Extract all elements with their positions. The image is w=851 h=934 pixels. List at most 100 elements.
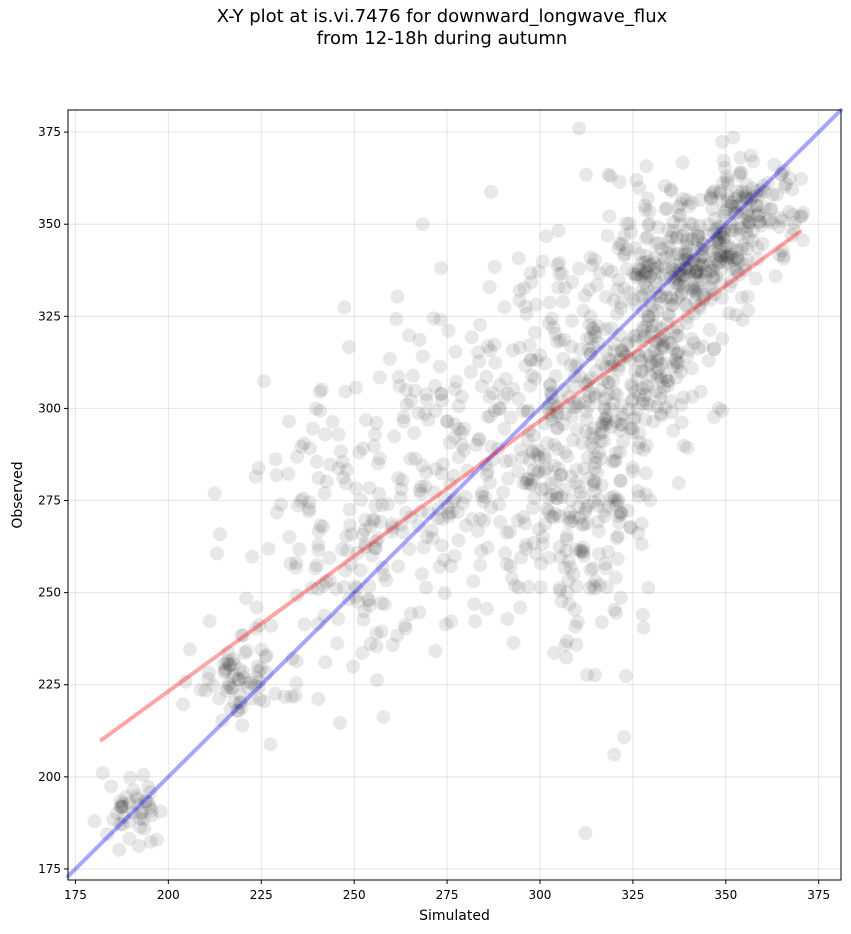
scatter-point [679,316,694,331]
scatter-point [745,223,760,238]
scatter-point [446,494,461,509]
scatter-point [669,346,684,361]
scatter-point [411,405,426,420]
scatter-point [568,475,583,490]
scatter-point [395,473,410,488]
scatter-point [595,424,610,439]
scatter-point [531,264,546,279]
scatter-point [690,241,705,256]
scatter-point [408,383,423,398]
scatter-point [613,423,628,438]
scatter-point [565,313,580,328]
scatter-point [613,590,628,605]
scatter-point [671,328,686,343]
y-tick-label: 200 [38,770,61,784]
scatter-point [529,447,544,462]
scatter-point [677,268,692,283]
scatter-point [648,334,663,349]
scatter-point [649,335,664,350]
scatter-point [602,352,617,367]
scatter-point [210,546,225,561]
scatter-point [582,282,597,297]
scatter-point [591,335,606,350]
scatter-point [520,405,535,420]
scatter-point [609,387,624,402]
scatter-point [264,618,279,633]
scatter-point [635,320,650,335]
scatter-point [656,380,671,395]
scatter-point [609,606,624,621]
scatter-point [557,638,572,653]
scatter-point [736,190,751,205]
scatter-point [524,353,539,368]
scatter-point [726,219,741,234]
scatter-point [650,352,665,367]
scatter-point [609,497,624,512]
scatter-point [570,614,585,629]
scatter-point [257,694,272,709]
scatter-point [539,229,554,244]
scatter-point [531,522,546,537]
scatter-point [669,270,684,285]
scatter-point [353,563,368,578]
scatter-point [634,516,649,531]
scatter-point [131,838,146,853]
scatter-point [594,478,609,493]
scatter-point [679,192,694,207]
scatter-point [733,150,748,165]
scatter-point [223,702,238,717]
scatter-point [497,300,512,315]
scatter-point [669,346,684,361]
scatter-point [720,249,735,264]
scatter-point [653,391,668,406]
scatter-point [692,253,707,268]
scatter-point [479,601,494,616]
scatter-point [741,303,756,318]
scatter-point [566,510,581,525]
scatter-point [236,670,251,685]
scatter-point [598,289,613,304]
scatter-point [142,796,157,811]
scatter-point [525,444,540,459]
scatter-point [335,454,350,469]
scatter-point [631,440,646,455]
scatter-point [540,436,555,451]
scatter-point [522,453,537,468]
scatter-point [515,450,530,465]
scatter-point [662,309,677,324]
scatter-point [600,375,615,390]
scatter-point [225,669,240,684]
scatter-point [697,291,712,306]
scatter-point [653,331,668,346]
scatter-point [503,410,518,425]
scatter-point [375,560,390,575]
scatter-point [671,476,686,491]
scatter-point [342,502,357,517]
scatter-point [318,655,333,670]
scatter-point [690,232,705,247]
scatter-point [706,224,721,239]
scatter-point [562,515,577,530]
scatter-point [651,235,666,250]
scatter-point [681,199,696,214]
scatter-point [586,321,601,336]
scatter-point [607,602,622,617]
scatter-point [757,200,772,215]
scatter-point [650,348,665,363]
scatter-point [550,486,565,501]
scatter-point [701,280,716,295]
scatter-point [579,167,594,182]
scatter-point [694,241,709,256]
scatter-point [643,493,658,508]
scatter-point [629,172,644,187]
scatter-point [459,518,474,533]
scatter-point [575,544,590,559]
scatter-point [738,189,753,204]
scatter-point [658,282,673,297]
scatter-point [578,505,593,520]
scatter-point [642,294,657,309]
scatter-point [254,661,269,676]
scatter-point [323,457,338,472]
scatter-point [350,581,365,596]
scatter-point [717,205,732,220]
